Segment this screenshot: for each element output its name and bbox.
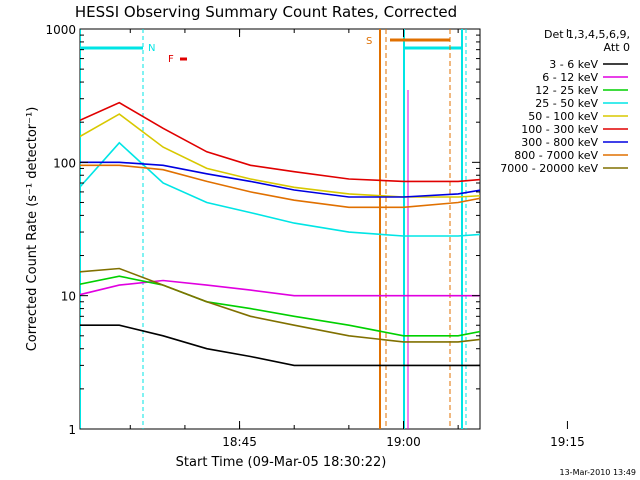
series-line-7 <box>80 161 480 198</box>
legend-label-1: 3 - 6 keV <box>549 58 598 71</box>
legend-label-9: 7000 - 20000 keV <box>500 162 598 175</box>
legend-label-8: 800 - 7000 keV <box>514 149 598 162</box>
y-axis-label: Corrected Count Rate (s⁻¹ detector⁻¹) <box>25 107 40 352</box>
flag-s-label: S <box>366 36 372 47</box>
series-line-9 <box>80 267 480 343</box>
y-tick-label: 1000 <box>45 23 76 37</box>
series-layer <box>80 101 480 367</box>
legend-title-line2: Att 0 <box>604 41 630 54</box>
x-tick-label: 18:45 <box>222 435 257 449</box>
series-line-4 <box>80 141 480 237</box>
series-line-1 <box>80 324 480 367</box>
flag-n-label: N <box>148 43 155 54</box>
flag-layer: N F S <box>80 29 467 429</box>
y-tick-label: 100 <box>53 156 76 170</box>
series-line-6 <box>80 101 480 183</box>
flag-f-label: F <box>168 54 174 65</box>
y-tick-label: 1 <box>68 423 76 437</box>
legend-label-5: 50 - 100 keV <box>528 110 598 123</box>
plot-frame <box>79 28 481 430</box>
series-line-5 <box>80 113 480 198</box>
x-tick-label: 19:15 <box>550 435 585 449</box>
footer-date: 13-Mar-2010 13:49 <box>560 468 637 477</box>
legend-title-line1: Det 1,3,4,5,6,9, <box>544 28 630 41</box>
series-line-3 <box>80 275 480 337</box>
series-line-2 <box>80 279 480 297</box>
legend-label-7: 300 - 800 keV <box>521 136 598 149</box>
x-axis-label: Start Time (09-Mar-05 18:30:22) <box>176 455 387 470</box>
y-tick-label: 10 <box>61 290 76 304</box>
chart-title: HESSI Observing Summary Count Rates, Cor… <box>75 3 457 21</box>
series-line-8 <box>80 164 480 209</box>
legend-label-4: 25 - 50 keV <box>535 97 598 110</box>
legend-label-2: 6 - 12 keV <box>542 71 598 84</box>
legend-label-6: 100 - 300 keV <box>521 123 598 136</box>
legend-label-3: 12 - 25 keV <box>535 84 598 97</box>
x-tick-label: 19:00 <box>386 435 421 449</box>
